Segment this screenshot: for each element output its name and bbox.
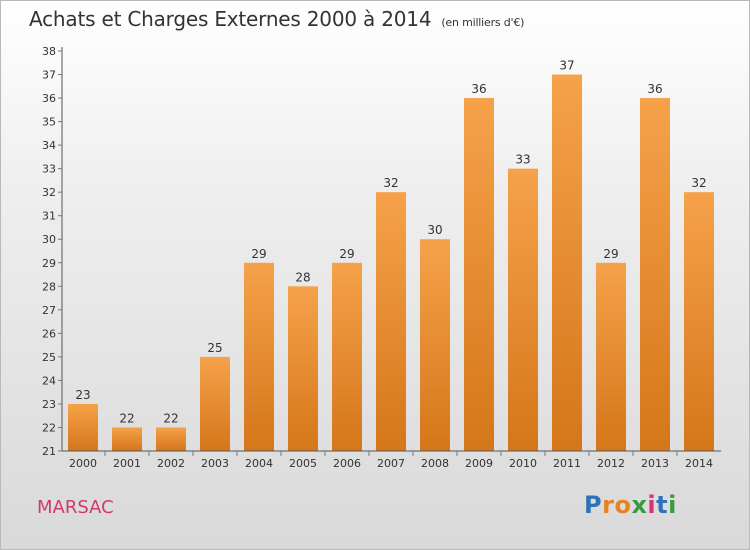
data-label: 28 — [295, 270, 310, 284]
bar — [288, 286, 318, 451]
x-tick-label: 2003 — [201, 457, 229, 470]
logo-letter: i — [668, 491, 677, 519]
y-tick-label: 24 — [42, 374, 56, 387]
y-tick-label: 33 — [42, 163, 56, 176]
y-tick-label: 29 — [42, 257, 56, 270]
y-tick-label: 30 — [42, 233, 56, 246]
x-tick-label: 2006 — [333, 457, 361, 470]
x-tick-label: 2009 — [465, 457, 493, 470]
chart-title-unit: (en milliers d'€) — [441, 16, 525, 29]
bar — [640, 98, 670, 451]
bar — [464, 98, 494, 451]
bar — [508, 168, 538, 451]
y-tick-label: 28 — [42, 280, 56, 293]
bar — [156, 427, 186, 451]
x-tick-label: 2005 — [289, 457, 317, 470]
data-label: 32 — [383, 176, 398, 190]
bar — [552, 74, 582, 451]
x-tick-label: 2002 — [157, 457, 185, 470]
data-label: 33 — [515, 153, 530, 167]
y-tick-label: 21 — [42, 445, 56, 458]
y-axis: 21 22 23 24 25 26 27 28 29 30 31 32 33 34 35 36 37 38 — [42, 45, 63, 458]
data-label: 22 — [119, 411, 134, 425]
x-tick-label: 2012 — [597, 457, 625, 470]
data-label: 37 — [559, 59, 574, 73]
data-label: 23 — [75, 388, 90, 402]
x-tick-label: 2011 — [553, 457, 581, 470]
bar — [244, 262, 274, 451]
x-tick-label: 2008 — [421, 457, 449, 470]
data-label: 32 — [691, 176, 706, 190]
data-label: 29 — [251, 247, 266, 261]
commune-name: MARSAC — [37, 497, 114, 518]
data-label: 30 — [427, 223, 442, 237]
data-label: 29 — [339, 247, 354, 261]
x-tick-label: 2004 — [245, 457, 273, 470]
proxiti-logo[interactable]: Proxiti — [584, 491, 677, 519]
bar — [596, 262, 626, 451]
bars: 23 22 22 25 29 28 29 32 30 36 33 37 29 36 32 — [68, 59, 714, 452]
y-tick-label: 26 — [42, 327, 56, 340]
data-label: 29 — [603, 247, 618, 261]
bar — [200, 356, 230, 451]
bar — [684, 192, 714, 452]
y-tick-label: 22 — [42, 421, 56, 434]
x-tick-label: 2010 — [509, 457, 537, 470]
data-label: 36 — [647, 82, 662, 96]
y-tick-label: 31 — [42, 210, 56, 223]
y-tick-label: 34 — [42, 139, 56, 152]
logo-letter: o — [614, 491, 632, 519]
x-tick-label: 2000 — [69, 457, 97, 470]
bar — [332, 262, 362, 451]
x-tick-label: 2013 — [641, 457, 669, 470]
logo-letter: i — [647, 491, 657, 519]
x-tick-label: 2001 — [113, 457, 141, 470]
y-tick-label: 23 — [42, 398, 56, 411]
y-tick-label: 38 — [42, 45, 56, 58]
y-tick-label: 27 — [42, 304, 56, 317]
y-tick-label: 25 — [42, 351, 56, 364]
bar — [112, 427, 142, 451]
data-label: 22 — [163, 411, 178, 425]
data-label: 36 — [471, 82, 486, 96]
y-tick-label: 35 — [42, 116, 56, 129]
bar — [68, 403, 98, 451]
y-tick-label: 37 — [42, 69, 56, 82]
y-tick-label: 36 — [42, 92, 56, 105]
x-tick-label: 2014 — [685, 457, 713, 470]
logo-letter: P — [584, 491, 603, 519]
chart-title: Achats et Charges Externes 2000 à 2014 (e… — [29, 7, 524, 31]
x-tick-label: 2007 — [377, 457, 405, 470]
bar — [376, 192, 406, 452]
logo-letter: r — [602, 491, 615, 519]
y-tick-label: 32 — [42, 186, 56, 199]
data-label: 25 — [207, 341, 222, 355]
logo-letter: x — [631, 491, 648, 519]
logo-letter: t — [656, 491, 669, 519]
x-axis: 2000 2001 2002 2003 2004 2005 2006 2007 2008 2009… — [62, 450, 721, 470]
bar — [420, 239, 450, 451]
chart-title-text: Achats et Charges Externes 2000 à 2014 — [29, 7, 432, 31]
